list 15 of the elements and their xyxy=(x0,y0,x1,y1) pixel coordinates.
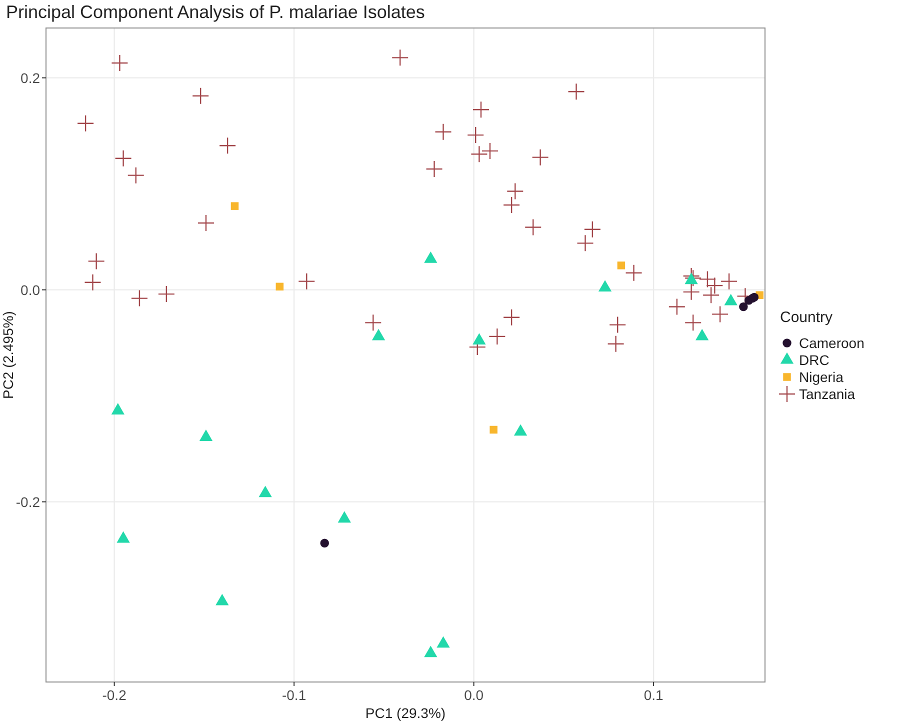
x-tick-label: 0.0 xyxy=(464,687,484,703)
legend-label: Tanzania xyxy=(799,386,856,402)
legend-label: Nigeria xyxy=(799,369,844,385)
x-tick-label: -0.2 xyxy=(102,687,127,703)
legend-label: Cameroon xyxy=(799,335,864,351)
legend-title: Country xyxy=(780,309,834,326)
y-tick-label: -0.2 xyxy=(16,494,40,510)
x-tick-label: 0.1 xyxy=(644,687,664,703)
x-tick-label: -0.1 xyxy=(282,687,306,703)
chart-title: Principal Component Analysis of P. malariae Isolates xyxy=(6,2,425,22)
y-tick-label: 0.0 xyxy=(20,282,40,298)
x-axis-title: PC1 (29.3%) xyxy=(365,705,446,721)
y-tick-label: 0.2 xyxy=(20,70,40,86)
y-axis-title: PC2 (2.495%) xyxy=(0,311,16,399)
legend-label: DRC xyxy=(799,352,830,368)
